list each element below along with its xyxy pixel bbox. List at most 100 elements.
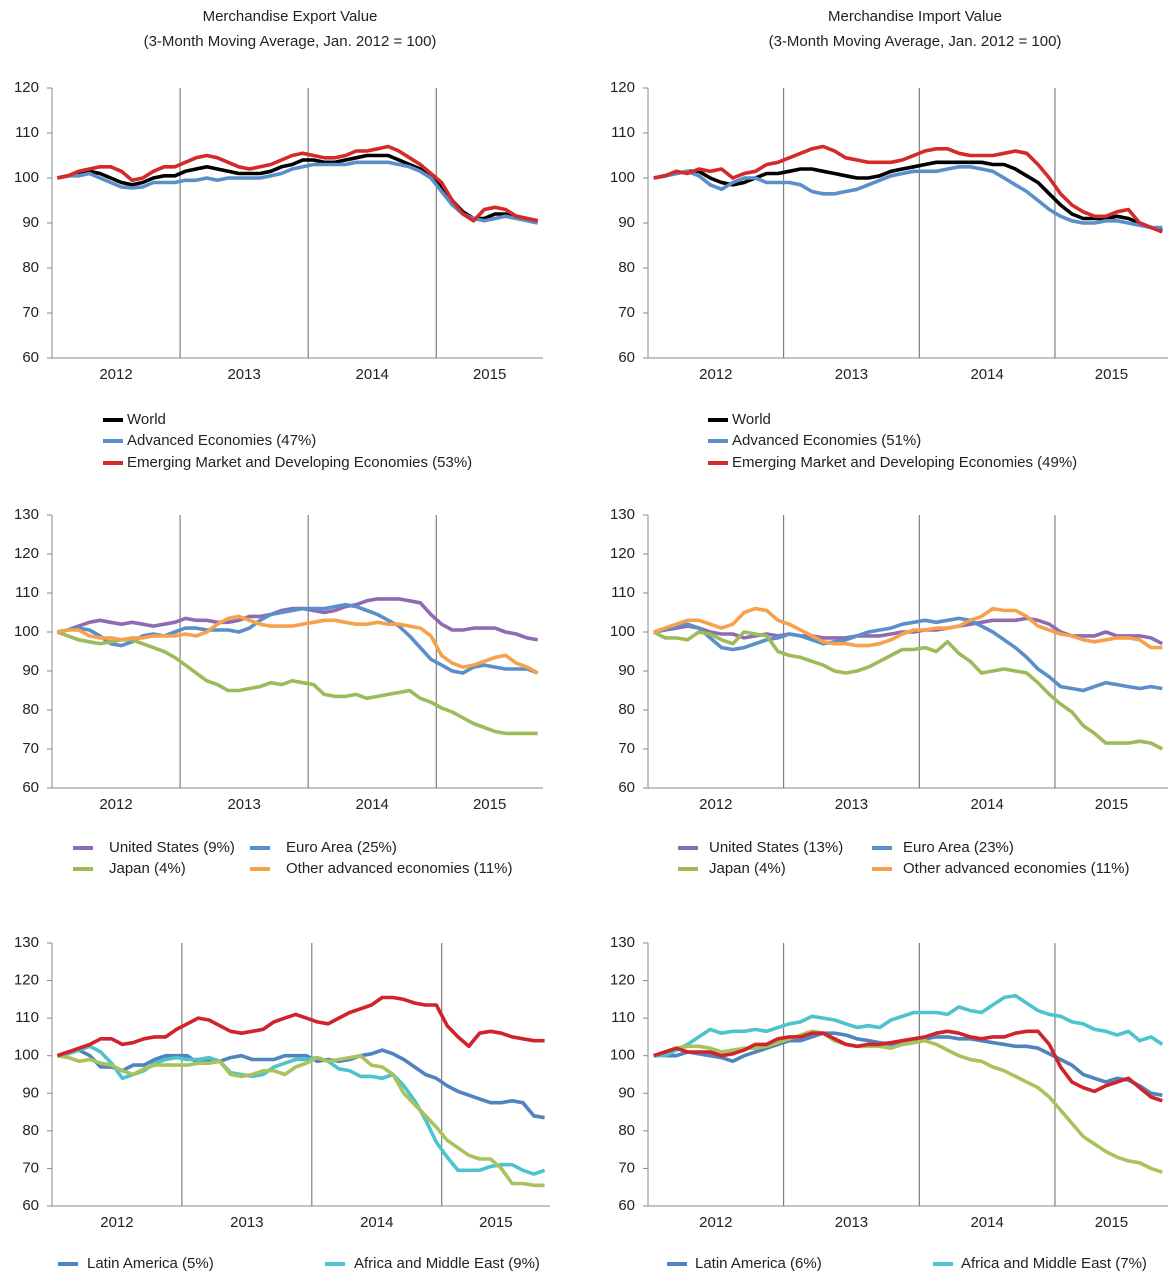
legend-label: Africa and Middle East (7%) [961,1255,1147,1272]
data-line [653,1029,1163,1103]
y-tick-label: 80 [618,701,635,718]
y-tick-label: 90 [618,662,635,679]
x-tick-label: 2012 [99,796,132,813]
y-tick-label: 110 [15,584,39,601]
data-line [653,616,1163,693]
y-tick-label: 110 [15,1009,39,1026]
legend-label: Advanced Economies (51%) [732,432,921,449]
legend-label: United States (9%) [109,839,235,856]
data-line [653,606,1163,650]
x-tick-label: 2013 [230,1214,263,1231]
data-line [56,1048,545,1120]
y-tick-label: 100 [14,169,39,186]
legend-label: Emerging Market and Developing Economies… [732,454,1077,471]
y-tick-label: 120 [14,545,39,562]
legend-label: Japan (4%) [109,860,186,877]
x-tick-label: 2012 [699,366,732,383]
y-tick-label: 70 [22,1159,39,1176]
y-tick-label: 120 [14,972,39,989]
x-tick-label: 2013 [227,366,260,383]
y-tick-label: 70 [618,1159,635,1176]
legend-label: World [127,411,166,428]
data-line [653,160,1163,232]
x-tick-label: 2014 [970,366,1003,383]
chart-subtitle: (3-Month Moving Average, Jan. 2012 = 100… [769,33,1062,50]
y-tick-label: 60 [22,1197,39,1214]
x-tick-label: 2015 [473,366,506,383]
legend-label: Euro Area (23%) [903,839,1014,856]
x-tick-label: 2013 [835,796,868,813]
y-tick-label: 80 [22,1122,39,1139]
y-tick-label: 110 [611,1009,635,1026]
y-tick-label: 60 [618,779,635,796]
chart-subtitle: (3-Month Moving Average, Jan. 2012 = 100… [144,33,437,50]
y-tick-label: 90 [22,214,39,231]
y-tick-label: 130 [610,506,635,523]
y-tick-label: 80 [22,259,39,276]
x-tick-label: 2012 [699,796,732,813]
data-line [56,995,545,1058]
y-tick-label: 130 [14,506,39,523]
y-tick-label: 90 [22,662,39,679]
x-tick-label: 2012 [699,1214,732,1231]
data-line [653,993,1164,1058]
data-line [653,165,1163,230]
y-tick-label: 120 [610,545,635,562]
legend-label: Latin America (6%) [695,1255,822,1272]
y-tick-label: 70 [22,304,39,321]
legend-label: Latin America (5%) [87,1255,214,1272]
y-tick-label: 80 [22,701,39,718]
y-tick-label: 100 [610,1047,635,1064]
x-tick-label: 2012 [100,1214,133,1231]
legend-label: Other advanced economies (11%) [903,860,1130,877]
chart-title: Merchandise Import Value [828,8,1002,25]
y-tick-label: 100 [14,623,39,640]
data-line [56,144,539,223]
legend-label: Emerging Market and Developing Economies… [127,454,472,471]
y-tick-label: 80 [618,1122,635,1139]
x-tick-label: 2015 [1095,366,1128,383]
y-tick-label: 100 [610,169,635,186]
data-line [56,614,539,675]
x-tick-label: 2013 [835,366,868,383]
data-line [653,144,1163,234]
y-tick-label: 60 [22,779,39,796]
y-tick-label: 120 [610,79,635,96]
x-tick-label: 2014 [970,796,1003,813]
y-tick-label: 90 [22,1084,39,1101]
y-tick-label: 120 [14,79,39,96]
x-tick-label: 2012 [99,366,132,383]
legend-label: Advanced Economies (47%) [127,432,316,449]
x-tick-label: 2015 [1095,796,1128,813]
legend-label: United States (13%) [709,839,843,856]
x-tick-label: 2014 [970,1214,1003,1231]
y-tick-label: 120 [610,972,635,989]
data-line [56,597,539,642]
data-line [653,1029,1163,1174]
data-line [652,630,1164,751]
y-tick-label: 130 [610,934,635,951]
x-tick-label: 2015 [479,1214,512,1231]
x-tick-label: 2014 [356,366,389,383]
x-tick-label: 2015 [1095,1214,1128,1231]
legend-label: Other advanced economies (11%) [286,860,513,877]
y-tick-label: 60 [618,349,635,366]
y-tick-label: 70 [618,304,635,321]
x-tick-label: 2013 [227,796,260,813]
legend-label: Africa and Middle East (9%) [354,1255,540,1272]
y-tick-label: 80 [618,259,635,276]
y-tick-label: 90 [618,1084,635,1101]
y-tick-label: 130 [14,934,39,951]
y-tick-label: 100 [610,623,635,640]
y-tick-label: 110 [611,124,635,141]
legend-label: World [732,411,771,428]
legend-label: Japan (4%) [709,860,786,877]
y-tick-label: 110 [15,124,39,141]
data-line [57,1053,545,1188]
y-tick-label: 70 [618,740,635,757]
y-tick-label: 60 [618,1197,635,1214]
y-tick-label: 90 [618,214,635,231]
y-tick-label: 60 [22,349,39,366]
y-tick-label: 110 [611,584,635,601]
